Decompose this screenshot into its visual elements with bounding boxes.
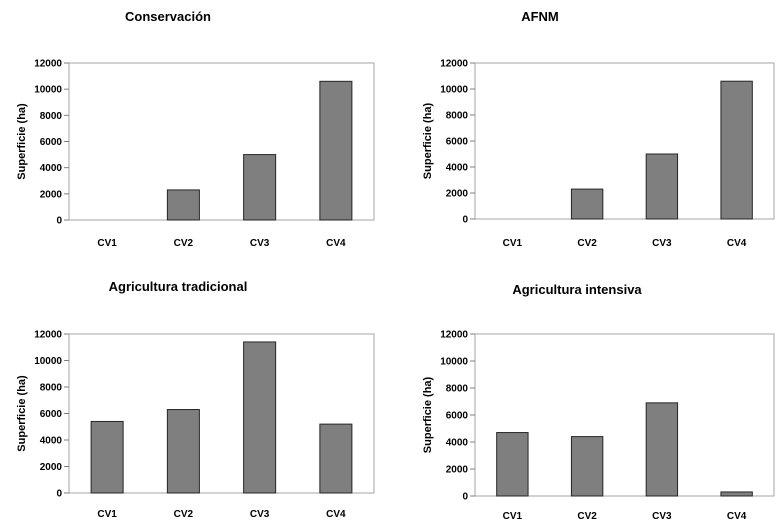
- bar-cv4: [319, 80, 353, 221]
- y-tick-label: 2000: [40, 189, 63, 200]
- x-category-label: CV4: [727, 238, 747, 249]
- bar-cv4: [319, 423, 353, 494]
- y-tick-label: 2000: [446, 465, 469, 476]
- y-tick-label: 8000: [40, 111, 63, 122]
- bar-cv1: [90, 420, 124, 494]
- bar-cv3: [645, 402, 679, 497]
- y-tick-label: 6000: [40, 409, 63, 420]
- y-tick-label: 6000: [446, 137, 469, 148]
- chart-agricultura-intensiva: Agricultura intensiva Superficie (ha) 0 200…: [400, 272, 776, 525]
- x-category-label: CV2: [174, 509, 194, 520]
- x-category-label: CV2: [577, 238, 597, 249]
- chart-svg: AFNM Superficie (ha) 0 2000 4000 6000 8000 1000…: [422, 9, 775, 249]
- y-tick-label: 12000: [440, 59, 468, 70]
- y-tick-label: 4000: [446, 438, 469, 449]
- bar-cv4: [720, 491, 753, 497]
- y-tick-label: 12000: [34, 330, 62, 341]
- bar-cv3: [243, 154, 277, 221]
- y-tick-label: 4000: [40, 163, 63, 174]
- chart-afnm: AFNM Superficie (ha) 0 2000 4000 6000 8000 1000…: [400, 0, 776, 255]
- x-category-label: CV4: [727, 511, 747, 522]
- y-tick-label: 4000: [446, 163, 469, 174]
- x-category-label: CV3: [652, 511, 672, 522]
- y-tick-label: 10000: [34, 356, 62, 367]
- bar-cv2: [166, 189, 200, 221]
- y-tick-label: 0: [462, 215, 468, 226]
- y-axis-label: Superficie (ha): [16, 375, 28, 452]
- y-tick-label: 6000: [446, 411, 469, 422]
- y-tick-label: 0: [56, 216, 62, 227]
- x-category-label: CV3: [652, 238, 672, 249]
- chart-title: Conservación: [125, 9, 211, 24]
- x-category-label: CV4: [326, 509, 346, 520]
- y-tick-label: 4000: [40, 436, 63, 447]
- bar-cv3: [243, 341, 277, 494]
- y-tick-label: 8000: [40, 383, 63, 394]
- chart-svg: Agricultura intensiva Superficie (ha) 0 200…: [422, 282, 775, 522]
- y-tick-label: 10000: [440, 85, 468, 96]
- chart-title: AFNM: [521, 9, 559, 24]
- bar-cv2: [570, 436, 604, 497]
- x-category-label: CV1: [97, 509, 117, 520]
- x-category-label: CV2: [174, 238, 194, 249]
- y-tick-label: 10000: [34, 85, 62, 96]
- y-tick-label: 8000: [446, 111, 469, 122]
- x-category-label: CV3: [250, 509, 270, 520]
- y-tick-label: 0: [56, 489, 62, 500]
- chart-title: Agricultura tradicional: [109, 279, 248, 294]
- y-tick-label: 10000: [440, 357, 468, 368]
- chart-svg: Agricultura tradicional Superficie (ha) 0 2…: [16, 279, 375, 520]
- x-category-label: CV1: [503, 238, 523, 249]
- y-tick-label: 6000: [40, 137, 63, 148]
- y-tick-label: 12000: [440, 330, 468, 341]
- chart-svg: Conservación Superficie (ha) 0 2000 4000 6000…: [16, 9, 375, 249]
- x-category-label: CV4: [326, 238, 346, 249]
- y-tick-label: 2000: [446, 189, 469, 200]
- y-axis-label: Superficie (ha): [16, 103, 28, 180]
- y-axis-label: Superficie (ha): [422, 376, 434, 453]
- chart-agricultura-tradicional: Agricultura tradicional Superficie (ha) 0 2…: [0, 272, 376, 525]
- bar-cv1: [496, 432, 529, 497]
- chart-conservacion: Conservación Superficie (ha) 0 2000 4000 6000…: [0, 0, 376, 255]
- bar-cv4: [720, 80, 753, 220]
- x-category-label: CV2: [577, 511, 597, 522]
- y-axis-label: Superficie (ha): [422, 102, 434, 179]
- bar-cv2: [570, 188, 604, 220]
- y-tick-label: 8000: [446, 384, 469, 395]
- y-tick-label: 2000: [40, 462, 63, 473]
- bar-cv2: [166, 409, 200, 494]
- bar-cv3: [645, 153, 679, 220]
- y-tick-label: 0: [462, 492, 468, 503]
- x-category-label: CV1: [97, 238, 117, 249]
- chart-title: Agricultura intensiva: [512, 282, 642, 297]
- y-tick-label: 12000: [34, 59, 62, 70]
- x-category-label: CV1: [503, 511, 523, 522]
- x-category-label: CV3: [250, 238, 270, 249]
